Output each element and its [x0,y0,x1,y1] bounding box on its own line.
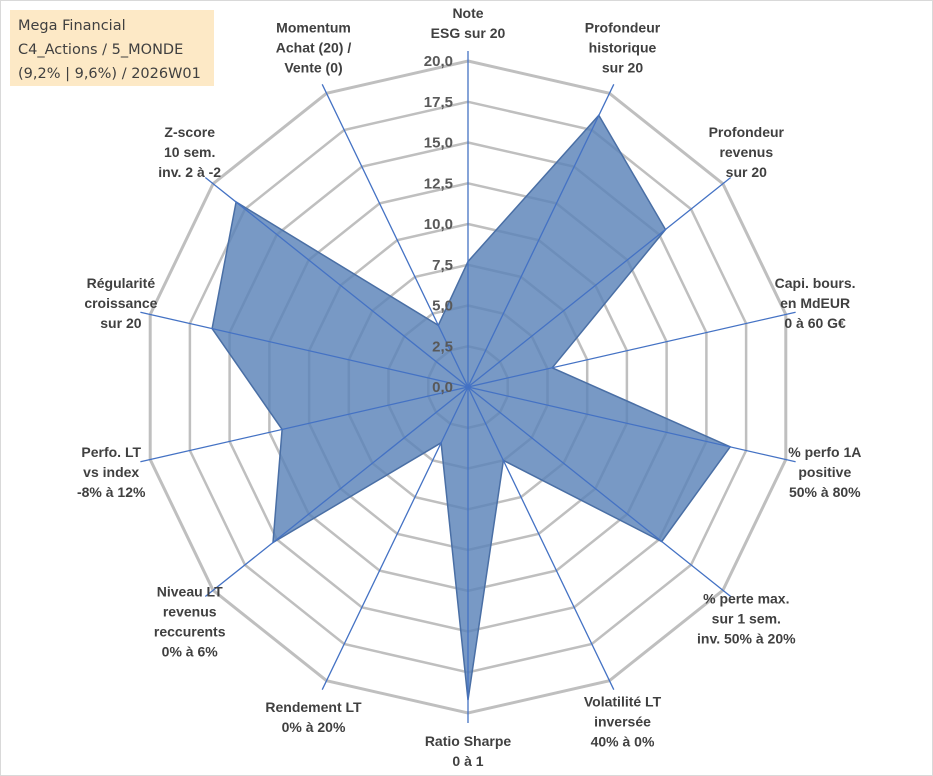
category-label-8-line-1: 0% à 20% [282,719,346,735]
tick-label-7: 17,5 [424,94,453,111]
category-label-9-line-0: Niveau LT [157,583,223,599]
spoke-4 [467,386,796,463]
category-label-12: Z-score 10 sem. inv. 2 à -2 [158,124,221,180]
category-label-5: % perte max. sur 1 sem. inv. 50% à 20% [697,590,796,646]
spoke-2 [467,176,732,388]
category-label-2-line-1: revenus [719,144,773,160]
category-label-9-line-2: reccurents [154,623,226,639]
category-label-13-line-1: Achat (20) / [276,39,352,55]
spoke-11 [140,311,469,388]
category-label-0-line-0: Note [452,5,483,21]
category-label-0-line-1: ESG sur 20 [431,25,506,41]
category-label-4-line-2: 50% à 80% [789,484,861,500]
category-label-9-line-3: 0% à 6% [162,643,219,659]
title-line-name: Mega Financial [18,18,126,34]
category-label-1-line-2: sur 20 [602,59,643,75]
spoke-13 [321,84,469,388]
category-label-12-line-1: 10 sem. [164,144,215,160]
category-label-10-line-1: vs index [83,464,139,480]
category-label-11-line-2: sur 20 [100,315,141,331]
category-label-7-line-1: 0 à 1 [452,753,483,769]
category-label-7-line-0: Ratio Sharpe [425,733,512,749]
category-label-13: Momentum Achat (20) / Vente (0) [276,19,352,75]
category-label-12-line-2: inv. 2 à -2 [158,164,221,180]
category-label-5-line-0: % perte max. [703,590,789,606]
category-label-13-line-0: Momentum [276,19,351,35]
category-label-1: Profondeur historique sur 20 [585,19,661,75]
category-label-1-line-1: historique [589,39,657,55]
category-label-0: Note ESG sur 20 [431,5,506,41]
category-label-8: Rendement LT 0% à 20% [265,699,362,735]
category-label-9: Niveau LT revenus reccurents 0% à 6% [154,583,226,659]
category-label-3-line-1: en MdEUR [780,295,850,311]
category-label-1-line-0: Profondeur [585,19,661,35]
category-label-10: Perfo. LT vs index -8% à 12% [77,444,146,500]
category-label-3: Capi. bours. en MdEUR 0 à 60 G€ [775,275,856,331]
spoke-3 [467,311,796,388]
spoke-10 [140,386,469,463]
tick-label-4: 10,0 [424,216,453,233]
category-label-10-line-0: Perfo. LT [81,444,141,460]
category-label-4-line-1: positive [798,464,851,480]
category-label-5-line-2: inv. 50% à 20% [697,630,796,646]
category-label-6: Volatilité LT inversée 40% à 0% [584,693,662,749]
category-label-11-line-1: croissance [84,295,157,311]
category-label-3-line-2: 0 à 60 G€ [784,315,846,331]
title-line-period: (9,2% | 9,6%) / 2026W01 [18,66,201,82]
category-label-13-line-2: Vente (0) [284,59,342,75]
category-label-5-line-1: sur 1 sem. [712,610,781,626]
category-label-12-line-0: Z-score [164,124,215,140]
category-label-4: % perfo 1A positive 50% à 80% [788,444,861,500]
category-label-2: Profondeur revenus sur 20 [709,124,785,180]
category-label-11: Régularité croissance sur 20 [84,275,157,331]
category-label-6-line-2: 40% à 0% [591,733,655,749]
tick-label-2: 5,0 [432,298,453,315]
tick-label-8: 20,0 [424,53,453,70]
category-label-7: Ratio Sharpe 0 à 1 [425,733,512,769]
spoke-1 [467,84,615,388]
spoke-8 [321,386,469,690]
category-label-11-line-0: Régularité [87,275,156,291]
tick-label-1: 2,5 [432,338,453,355]
category-label-10-line-2: -8% à 12% [77,484,146,500]
category-label-6-line-1: inversée [594,713,651,729]
series-area-0 [211,114,732,701]
spoke-12 [204,176,469,388]
category-label-9-line-1: revenus [163,603,217,619]
tick-label-0: 0,0 [432,379,453,396]
category-label-8-line-0: Rendement LT [265,699,362,715]
category-label-4-line-0: % perfo 1A [788,444,861,460]
tick-label-6: 15,0 [424,135,453,152]
tick-label-5: 12,5 [424,175,453,192]
chart-title-box: Mega Financial C4_Actions / 5_MONDE (9,2… [10,10,214,86]
title-line-category: C4_Actions / 5_MONDE [18,42,184,58]
category-label-2-line-2: sur 20 [726,164,767,180]
spoke-6 [467,386,615,690]
spoke-5 [467,386,732,598]
spoke-9 [204,386,469,598]
category-label-2-line-0: Profondeur [709,124,785,140]
category-label-6-line-0: Volatilité LT [584,693,662,709]
category-label-3-line-0: Capi. bours. [775,275,856,291]
tick-label-3: 7,5 [432,257,453,274]
